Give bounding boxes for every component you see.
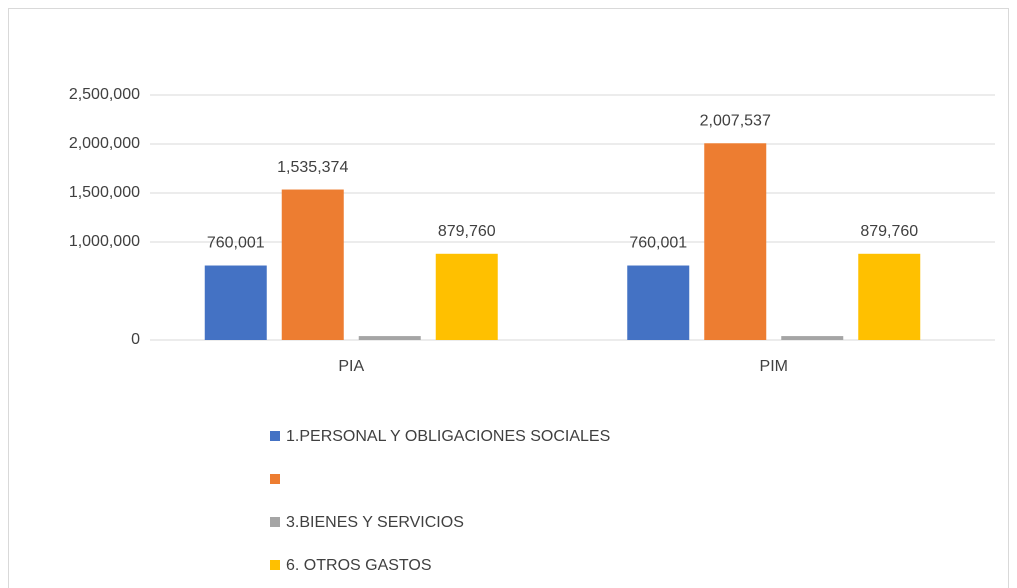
legend-label: 3.BIENES Y SERVICIOS	[286, 514, 464, 531]
y-tick-label: 2,000,000	[69, 135, 140, 152]
y-tick-label: 1,500,000	[69, 184, 140, 201]
bar	[435, 253, 498, 340]
x-tick-label: PIM	[760, 358, 788, 375]
bar	[281, 189, 344, 340]
bar	[858, 253, 921, 340]
bar	[781, 336, 844, 340]
data-label: 879,760	[860, 223, 918, 240]
bar	[627, 265, 690, 340]
bar	[704, 143, 767, 340]
legend-swatch	[270, 474, 280, 484]
y-tick-label: 1,000,000	[69, 233, 140, 250]
bar	[204, 265, 267, 340]
legend-swatch	[270, 560, 280, 570]
data-label: 1,535,374	[277, 159, 348, 176]
data-label: 760,001	[207, 235, 265, 252]
legend-swatch	[270, 431, 280, 441]
bar	[358, 336, 421, 340]
x-tick-label: PIA	[338, 358, 364, 375]
data-label: 879,760	[438, 223, 496, 240]
y-tick-label: 2,500,000	[69, 86, 140, 103]
data-label: 2,007,537	[700, 112, 771, 129]
data-label: 760,001	[629, 235, 687, 252]
legend-label: 6. OTROS GASTOS	[286, 557, 432, 574]
legend-label: 1.PERSONAL Y OBLIGACIONES SOCIALES	[286, 428, 610, 445]
y-tick-label: 0	[131, 331, 140, 348]
legend-swatch	[270, 517, 280, 527]
chart-frame	[8, 8, 1009, 588]
